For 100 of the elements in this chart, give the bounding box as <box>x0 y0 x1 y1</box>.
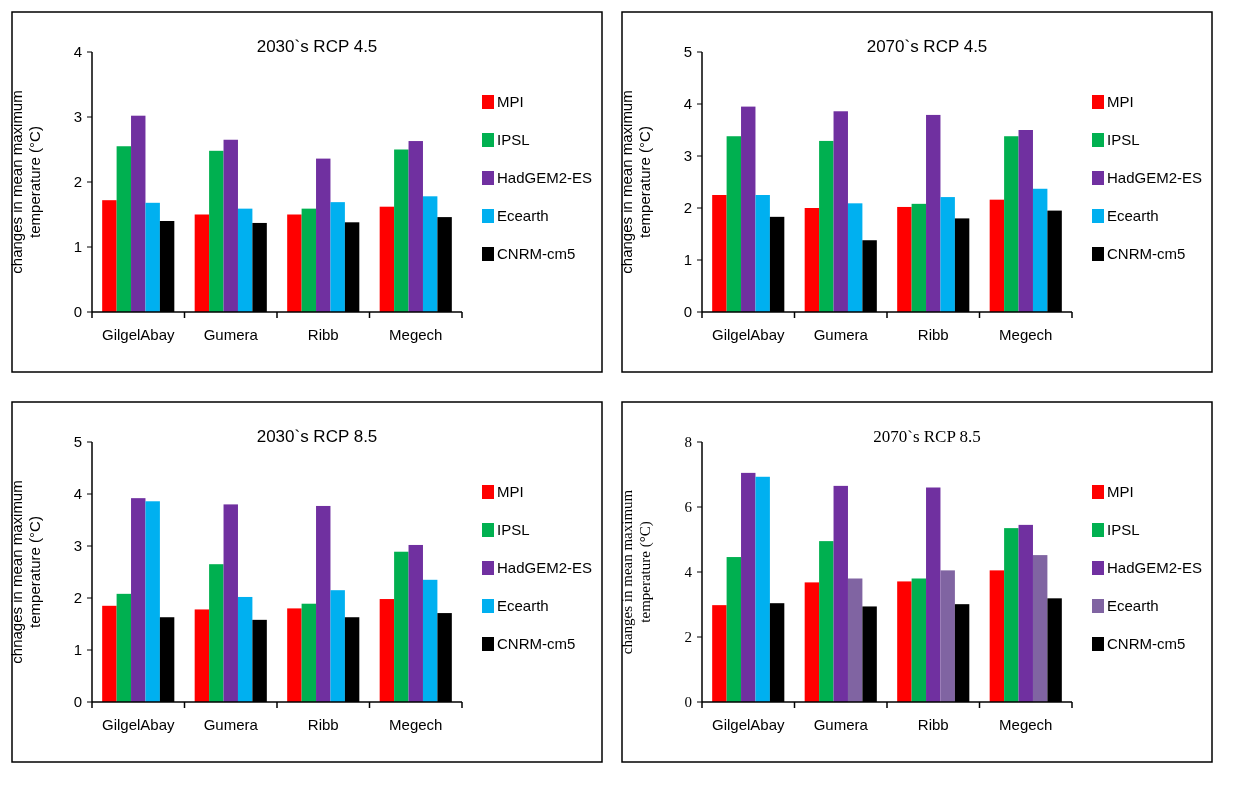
y-tick-label: 1 <box>73 641 82 659</box>
legend-label: CNRM-cm5 <box>497 245 576 263</box>
legend-label: MPI <box>497 93 524 111</box>
x-tick-label: Ribb <box>917 716 949 733</box>
bar <box>755 195 770 312</box>
bar <box>287 608 302 702</box>
chart-title: 2070`s RCP 4.5 <box>866 37 988 56</box>
legend-label: CNRM-cm5 <box>1107 245 1186 263</box>
y-tick-label: 2 <box>684 629 692 646</box>
bar <box>145 501 160 702</box>
y-tick-label: 4 <box>73 43 82 61</box>
bar <box>989 570 1005 702</box>
legend-label: HadGEM2-ES <box>1107 559 1203 577</box>
bar <box>408 141 423 312</box>
bar <box>394 551 409 702</box>
bar <box>316 158 331 312</box>
legend-label: HadGEM2-ES <box>1107 169 1203 187</box>
y-tick-label: 1 <box>683 251 692 269</box>
bar <box>726 136 742 312</box>
y-tick-label: 2 <box>73 589 82 607</box>
x-tick-label: Ribb <box>917 326 949 343</box>
y-tick-label: 0 <box>73 693 82 711</box>
bar <box>897 581 912 702</box>
y-axis-title: changes in mean maximum temperature (°C) <box>618 90 653 274</box>
y-tick-label: 5 <box>73 433 82 451</box>
bar <box>237 208 253 312</box>
bar <box>194 609 210 702</box>
y-tick-label: 3 <box>683 147 692 165</box>
x-tick-label: Megech <box>999 326 1053 343</box>
bar <box>755 476 770 702</box>
legend-label: MPI <box>1107 483 1134 501</box>
bar <box>301 208 317 312</box>
bar <box>833 111 848 312</box>
bar <box>408 544 423 702</box>
chart-title: 2030`s RCP 4.5 <box>256 37 378 56</box>
legend-label: IPSL <box>1107 521 1140 539</box>
bar <box>422 196 438 312</box>
x-tick-label: Gumera <box>203 326 259 343</box>
y-tick-label: 2 <box>683 199 692 217</box>
bar <box>989 199 1005 312</box>
bar <box>726 557 742 702</box>
x-tick-label: Gumera <box>813 326 869 343</box>
bar <box>102 605 117 702</box>
bar <box>116 593 132 702</box>
y-tick-label: 0 <box>73 303 82 321</box>
bar <box>926 487 941 702</box>
x-tick-label: GilgelAbay <box>711 326 786 343</box>
bar <box>223 139 238 312</box>
y-tick-label: 0 <box>684 694 692 711</box>
legend-label: IPSL <box>497 131 530 149</box>
bar <box>940 197 955 312</box>
y-tick-label: 2 <box>73 173 82 191</box>
y-tick-label: 4 <box>73 485 82 503</box>
y-tick-label: 1 <box>73 238 82 256</box>
y-tick-label: 3 <box>73 537 82 555</box>
bar <box>131 115 146 312</box>
bar <box>712 195 727 312</box>
bar <box>911 203 927 312</box>
bar <box>394 149 409 312</box>
bar <box>379 599 395 702</box>
bar <box>847 203 863 312</box>
legend-label: Ecearth <box>497 597 549 615</box>
x-tick-label: GilgelAbay <box>711 716 786 733</box>
bar <box>804 208 820 312</box>
bar <box>287 214 302 312</box>
legend-label: HadGEM2-ES <box>497 559 593 577</box>
x-tick-label: Ribb <box>307 716 339 733</box>
bar <box>116 146 132 312</box>
x-tick-label: Megech <box>389 326 443 343</box>
legend-label: Ecearth <box>497 207 549 225</box>
bar <box>911 578 927 702</box>
legend-label: CNRM-cm5 <box>497 635 576 653</box>
bar <box>1018 130 1033 312</box>
legend-label: IPSL <box>1107 131 1140 149</box>
bar <box>1018 524 1033 702</box>
y-tick-label: 0 <box>683 303 692 321</box>
x-tick-label: Gumera <box>813 716 869 733</box>
bar <box>209 564 224 702</box>
y-axis-title: changes in mean maximum temperature (°C) <box>619 489 654 655</box>
bar <box>102 200 117 312</box>
bar <box>145 202 160 312</box>
legend-label: IPSL <box>497 521 530 539</box>
bar <box>301 603 317 702</box>
y-tick-label: 8 <box>684 434 692 451</box>
bar <box>1032 188 1048 312</box>
y-tick-label: 4 <box>684 564 693 581</box>
bar <box>316 505 331 702</box>
chart-title: 2030`s RCP 8.5 <box>256 427 378 446</box>
bar <box>819 140 834 312</box>
bar <box>804 582 820 702</box>
x-tick-label: Megech <box>999 716 1053 733</box>
x-tick-label: Ribb <box>307 326 339 343</box>
bar <box>847 578 863 702</box>
x-tick-label: Gumera <box>203 716 259 733</box>
bar <box>237 596 253 702</box>
legend-label: MPI <box>1107 93 1134 111</box>
bar <box>422 579 438 702</box>
bar <box>833 485 848 702</box>
legend-label: CNRM-cm5 <box>1107 635 1186 653</box>
bar <box>819 541 834 702</box>
